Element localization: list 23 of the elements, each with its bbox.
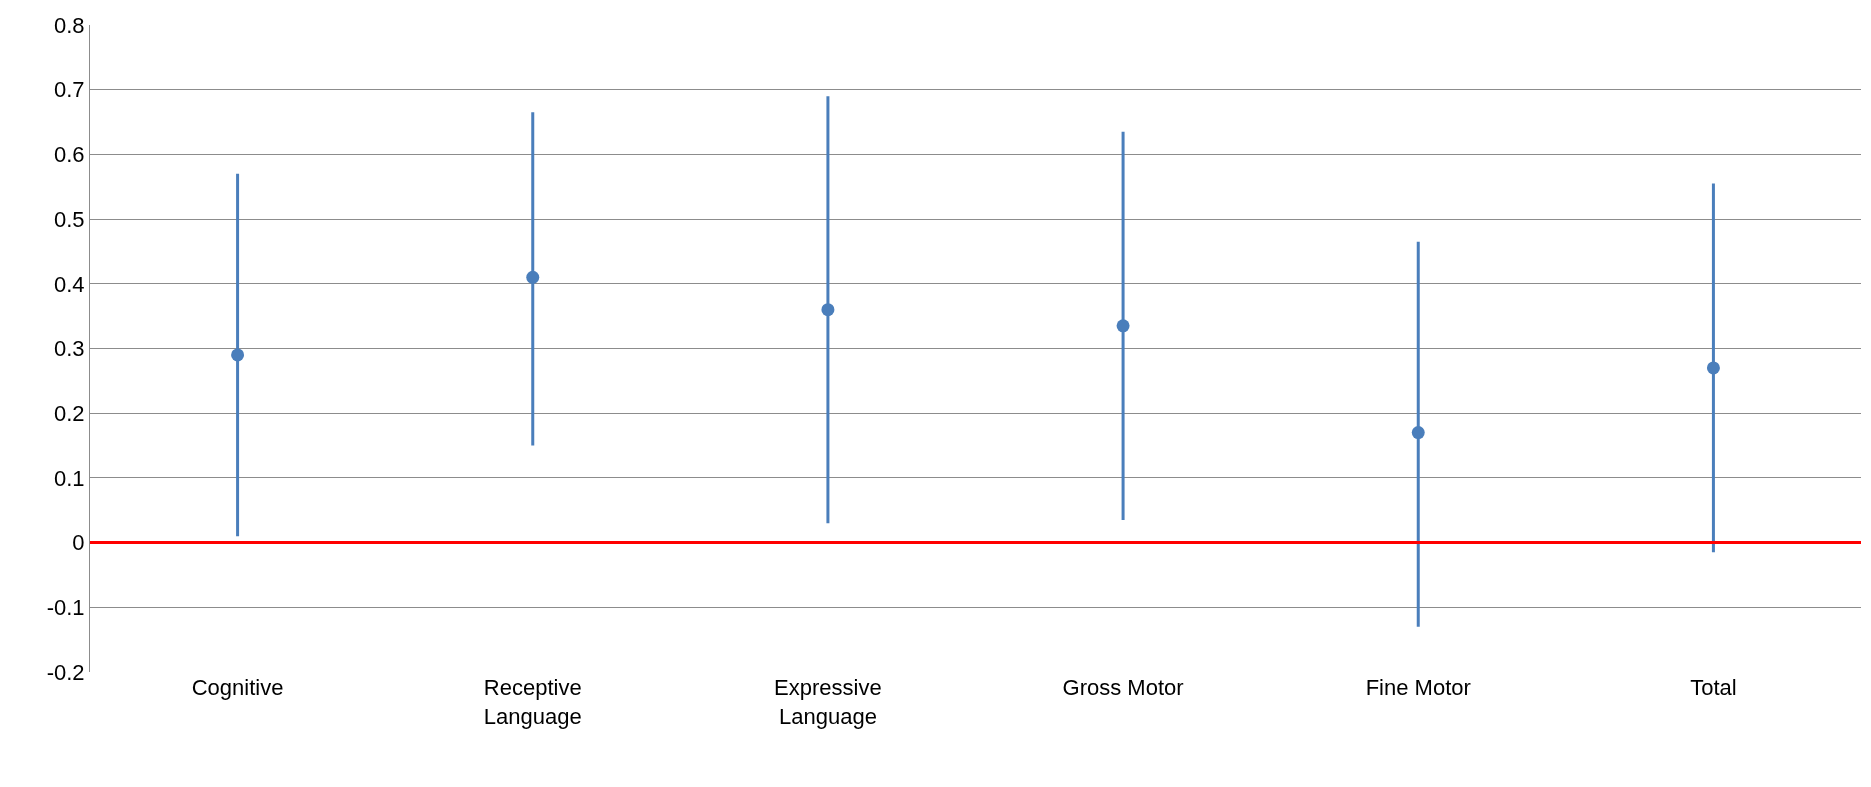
y-tick-label: 0.2 xyxy=(54,400,85,426)
x-tick-label: Fine Motor xyxy=(1365,675,1471,700)
y-tick-label: 0.4 xyxy=(54,271,85,297)
point xyxy=(1116,319,1130,333)
y-tick-label: 0.1 xyxy=(54,465,85,491)
y-tick-label: 0 xyxy=(72,530,85,556)
x-tick-label: Cognitive xyxy=(191,675,284,700)
x-tick-label: Receptive Language xyxy=(483,675,582,729)
y-tick-label: 0.3 xyxy=(54,336,85,362)
y-tick-label: -0.2 xyxy=(46,659,85,685)
point xyxy=(526,270,540,284)
y-tick-label: 0.5 xyxy=(54,206,85,232)
point xyxy=(1411,426,1425,440)
point xyxy=(1706,361,1720,375)
point xyxy=(231,348,245,362)
y-tick-label: 0.7 xyxy=(54,77,85,103)
y-tick-label: 0.6 xyxy=(54,142,85,168)
point xyxy=(821,303,835,317)
x-tick-label: Total xyxy=(1690,675,1737,700)
y-tick-label: -0.1 xyxy=(46,595,85,620)
x-tick-label: Expressive Language xyxy=(774,675,882,729)
x-tick-label: Gross Motor xyxy=(1062,675,1184,700)
y-tick-label: 0.8 xyxy=(54,12,85,38)
